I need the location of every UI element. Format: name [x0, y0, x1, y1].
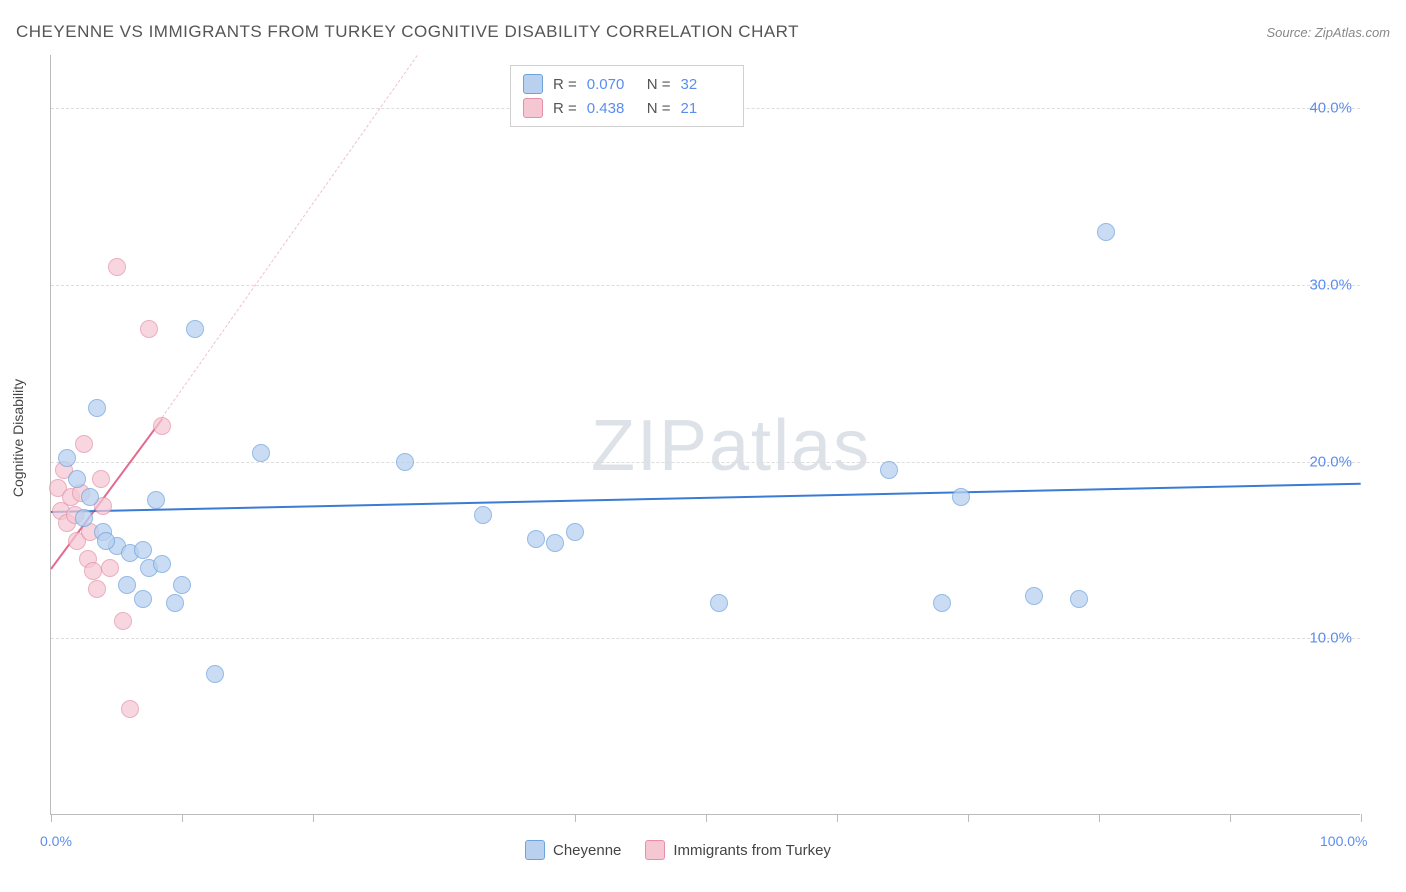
n-label-2: N = — [647, 100, 671, 117]
data-point — [952, 488, 970, 506]
gridline — [51, 462, 1360, 463]
data-point — [75, 435, 93, 453]
chart-title: CHEYENNE VS IMMIGRANTS FROM TURKEY COGNI… — [16, 22, 799, 42]
gridline — [51, 285, 1360, 286]
x-tick — [837, 814, 838, 822]
x-tick — [51, 814, 52, 822]
r-value-cheyenne: 0.070 — [587, 76, 637, 93]
data-point — [108, 258, 126, 276]
legend-label-cheyenne: Cheyenne — [553, 842, 621, 859]
data-point — [92, 470, 110, 488]
x-tick — [1099, 814, 1100, 822]
data-point — [1025, 587, 1043, 605]
data-point — [84, 562, 102, 580]
n-value-turkey: 21 — [681, 100, 731, 117]
r-value-turkey: 0.438 — [587, 100, 637, 117]
data-point — [1070, 590, 1088, 608]
data-point — [88, 580, 106, 598]
x-tick — [575, 814, 576, 822]
data-point — [81, 488, 99, 506]
y-tick-label: 40.0% — [1309, 100, 1352, 117]
x-tick-label: 0.0% — [40, 833, 72, 849]
data-point — [68, 470, 86, 488]
data-point — [474, 506, 492, 524]
data-point — [173, 576, 191, 594]
x-tick — [313, 814, 314, 822]
data-point — [1097, 223, 1115, 241]
data-point — [880, 461, 898, 479]
x-tick — [182, 814, 183, 822]
data-point — [933, 594, 951, 612]
data-point — [153, 417, 171, 435]
y-tick-label: 10.0% — [1309, 630, 1352, 647]
y-axis-title: Cognitive Disability — [10, 379, 26, 497]
data-point — [396, 453, 414, 471]
trend-line — [51, 483, 1361, 513]
r-label-2: R = — [553, 100, 577, 117]
data-point — [546, 534, 564, 552]
gridline — [51, 638, 1360, 639]
data-point — [566, 523, 584, 541]
data-point — [710, 594, 728, 612]
data-point — [252, 444, 270, 462]
x-tick — [1230, 814, 1231, 822]
data-point — [114, 612, 132, 630]
swatch-cheyenne — [523, 74, 543, 94]
n-value-cheyenne: 32 — [681, 76, 731, 93]
data-point — [153, 555, 171, 573]
swatch-turkey-2 — [645, 840, 665, 860]
legend-series: Cheyenne Immigrants from Turkey — [525, 840, 831, 860]
y-tick-label: 20.0% — [1309, 453, 1352, 470]
data-point — [75, 509, 93, 527]
r-label: R = — [553, 76, 577, 93]
data-point — [186, 320, 204, 338]
data-point — [121, 700, 139, 718]
legend-item-cheyenne: Cheyenne — [525, 840, 621, 860]
watermark: ZIPatlas — [591, 405, 871, 487]
x-tick — [968, 814, 969, 822]
legend-correlation: R = 0.070 N = 32 R = 0.438 N = 21 — [510, 65, 744, 127]
data-point — [140, 320, 158, 338]
data-point — [88, 399, 106, 417]
x-tick — [706, 814, 707, 822]
data-point — [101, 559, 119, 577]
legend-row-cheyenne: R = 0.070 N = 32 — [523, 72, 731, 96]
data-point — [147, 491, 165, 509]
data-point — [58, 449, 76, 467]
data-point — [206, 665, 224, 683]
data-point — [166, 594, 184, 612]
swatch-turkey — [523, 98, 543, 118]
data-point — [527, 530, 545, 548]
data-point — [97, 532, 115, 550]
x-tick-label: 100.0% — [1320, 833, 1367, 849]
y-tick-label: 30.0% — [1309, 276, 1352, 293]
legend-item-turkey: Immigrants from Turkey — [645, 840, 831, 860]
n-label: N = — [647, 76, 671, 93]
data-point — [134, 541, 152, 559]
plot-area: ZIPatlas 10.0% 20.0% 30.0% 40.0% — [50, 55, 1360, 815]
x-tick — [1361, 814, 1362, 822]
data-point — [134, 590, 152, 608]
watermark-atlas: atlas — [709, 406, 871, 486]
swatch-cheyenne-2 — [525, 840, 545, 860]
legend-row-turkey: R = 0.438 N = 21 — [523, 96, 731, 120]
trend-line — [162, 55, 418, 418]
legend-label-turkey: Immigrants from Turkey — [673, 842, 831, 859]
data-point — [118, 576, 136, 594]
watermark-zip: ZIP — [591, 406, 709, 486]
source-text: Source: ZipAtlas.com — [1266, 25, 1390, 40]
